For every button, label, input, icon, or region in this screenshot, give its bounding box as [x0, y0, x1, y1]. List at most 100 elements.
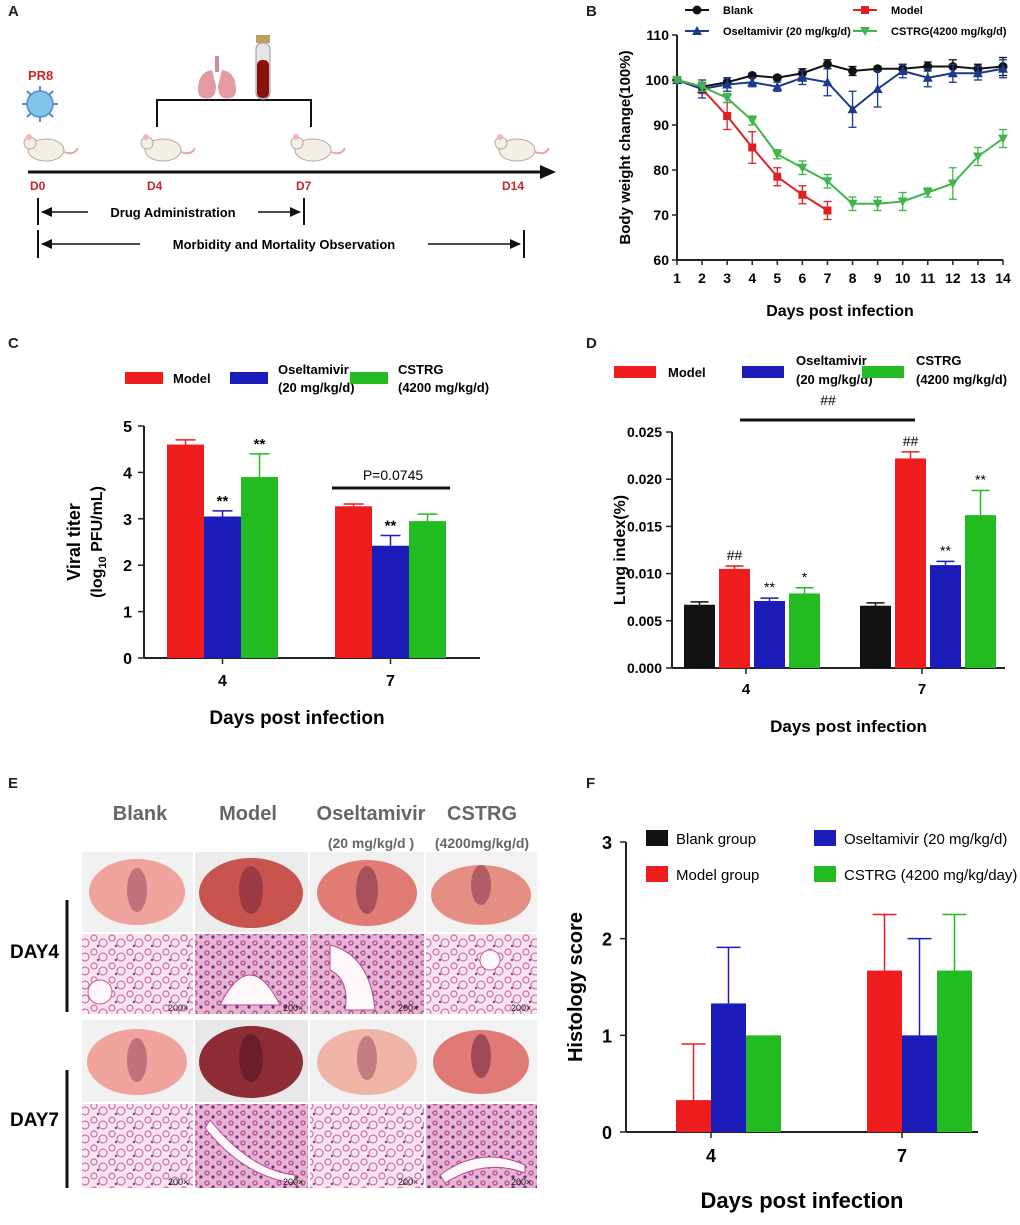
x-tick-label: 14	[995, 270, 1011, 286]
legend-label: Oseltamivir (20 mg/kg/d)	[844, 831, 1007, 848]
y-tick-label: 90	[653, 117, 669, 133]
legend-dose: (4200 mg/kg/d)	[398, 380, 489, 395]
data-point	[822, 177, 833, 187]
x-tick-label: 4	[706, 1146, 716, 1166]
panel-d-letter: D	[586, 335, 597, 352]
legend-swatch	[646, 830, 668, 846]
data-point	[848, 66, 858, 76]
panel-e-letter: E	[8, 775, 19, 792]
data-point	[998, 134, 1008, 144]
legend-swatch	[862, 366, 904, 378]
series-line	[676, 79, 1004, 205]
x-tick-label: 3	[723, 270, 731, 286]
y-tick-label: 80	[653, 162, 669, 178]
x-tick-label: 2	[698, 270, 706, 286]
x-axis-title: Days post infection	[766, 303, 914, 320]
data-point	[773, 172, 782, 181]
y-tick-label: 0.010	[627, 566, 662, 582]
x-tick-label: 8	[849, 270, 857, 286]
y-tick-label: 110	[646, 27, 669, 43]
data-point	[847, 199, 858, 209]
y-tick-label: 2	[602, 930, 612, 950]
data-point	[772, 150, 783, 160]
data-point	[872, 84, 883, 93]
x-tick-label: 9	[874, 270, 882, 286]
significance-mark: **	[764, 579, 775, 595]
data-point	[823, 206, 832, 215]
legend-label: Blank group	[676, 831, 756, 848]
lungs-icon	[198, 56, 236, 99]
legend-swatch	[614, 366, 656, 378]
legend-dose: (20 mg/kg/d)	[796, 372, 873, 387]
virus-label: PR8	[28, 68, 53, 83]
data-point	[797, 72, 808, 82]
x-axis-title: Days post infection	[701, 1188, 904, 1213]
y-tick-label: 0.020	[627, 471, 662, 487]
legend-label: Oseltamivir (20 mg/kg/d)	[723, 26, 851, 38]
y-tick-label: 0	[123, 651, 132, 668]
histology-score-chart: 0 1 2 3 4 7 Days post infection Histology score…	[565, 830, 1017, 1213]
bar	[167, 444, 204, 658]
day-label: D4	[147, 179, 163, 193]
mouse-icon	[290, 134, 346, 162]
scale-bar: 200×	[511, 1003, 531, 1013]
panel-b-letter: B	[586, 3, 597, 20]
data-point	[872, 199, 883, 209]
y-tick-label: 0.025	[627, 424, 662, 440]
y-tick-label: 0	[602, 1123, 612, 1143]
x-axis-title: Days post infection	[209, 708, 384, 729]
bar	[719, 568, 750, 668]
significance-mark: **	[975, 472, 986, 488]
column-header: Model	[219, 803, 277, 825]
x-tick-label: 7	[386, 673, 395, 690]
legend-label: Model	[668, 365, 706, 380]
y-axis-title: Lung index(%)	[612, 495, 629, 605]
day-label: D0	[30, 179, 46, 193]
data-point	[772, 73, 782, 83]
legend-label: Model group	[676, 867, 759, 884]
x-tick-label: 11	[920, 270, 935, 286]
scale-bar: 200×	[398, 1003, 418, 1013]
data-point	[692, 5, 702, 15]
bar	[335, 506, 372, 658]
scale-bar: 200×	[511, 1177, 531, 1187]
y-tick-label: 3	[123, 512, 132, 529]
data-point	[860, 27, 870, 36]
column-dose: (4200mg/kg/d)	[435, 835, 529, 851]
bar	[372, 545, 409, 658]
scale-bar: 200×	[283, 1177, 303, 1187]
bar	[204, 516, 241, 658]
panel-a-letter: A	[8, 3, 19, 20]
row-label: DAY7	[10, 1110, 59, 1131]
data-point	[972, 152, 983, 162]
y-tick-label: 0.005	[627, 613, 662, 629]
observation-label: Morbidity and Mortality Observation	[173, 237, 396, 252]
p-value-label: P=0.0745	[363, 467, 424, 483]
column-header: Oseltamivir	[317, 803, 426, 825]
x-tick-label: 7	[824, 270, 832, 286]
legend-swatch	[742, 366, 784, 378]
data-point	[748, 143, 757, 152]
data-point	[922, 188, 933, 198]
series-line	[676, 67, 1004, 111]
mouse-icon	[494, 134, 550, 162]
legend-swatch	[350, 372, 388, 384]
significance-mark: **	[217, 493, 229, 510]
legend-label: CSTRG	[398, 362, 444, 377]
legend-label: CSTRG	[916, 353, 962, 368]
x-tick-label: 1	[673, 270, 681, 286]
bar	[930, 565, 961, 668]
x-tick-label: 7	[918, 681, 926, 698]
legend-swatch	[814, 866, 836, 882]
bar	[409, 521, 446, 658]
significance-mark: **	[385, 518, 397, 535]
significance-label: ##	[820, 392, 836, 408]
significance-mark: ##	[903, 433, 919, 449]
column-dose: (20 mg/kg/d )	[328, 835, 414, 851]
panel-f-letter: F	[586, 775, 596, 792]
bar	[711, 1003, 746, 1132]
data-point	[822, 77, 833, 87]
y-axis-title: Viral titer	[64, 503, 84, 581]
bar	[789, 593, 820, 668]
